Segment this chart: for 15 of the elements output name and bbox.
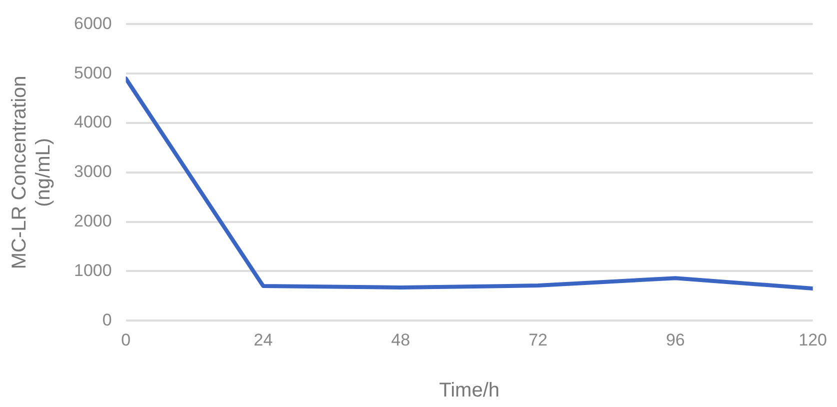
- x-tick-label: 0: [121, 330, 131, 350]
- x-axis-title: Time/h: [439, 380, 500, 402]
- y-tick-label: 6000: [74, 14, 112, 33]
- y-tick-label: 2000: [74, 211, 112, 230]
- y-tick-label: 0: [102, 310, 112, 330]
- x-tick-label: 96: [666, 330, 685, 350]
- x-tick-label: 72: [528, 330, 548, 350]
- x-tick-label: 48: [391, 330, 410, 350]
- y-axis-title: MC-LR Concentration (ng/mL): [8, 76, 55, 270]
- y-tick-label: 3000: [74, 162, 112, 182]
- y-tick-label: 1000: [74, 260, 112, 280]
- y-tick-label: 4000: [74, 112, 112, 132]
- y-tick-label: 5000: [74, 63, 112, 82]
- x-tick-label: 24: [254, 330, 273, 350]
- x-tick-label: 120: [798, 330, 828, 350]
